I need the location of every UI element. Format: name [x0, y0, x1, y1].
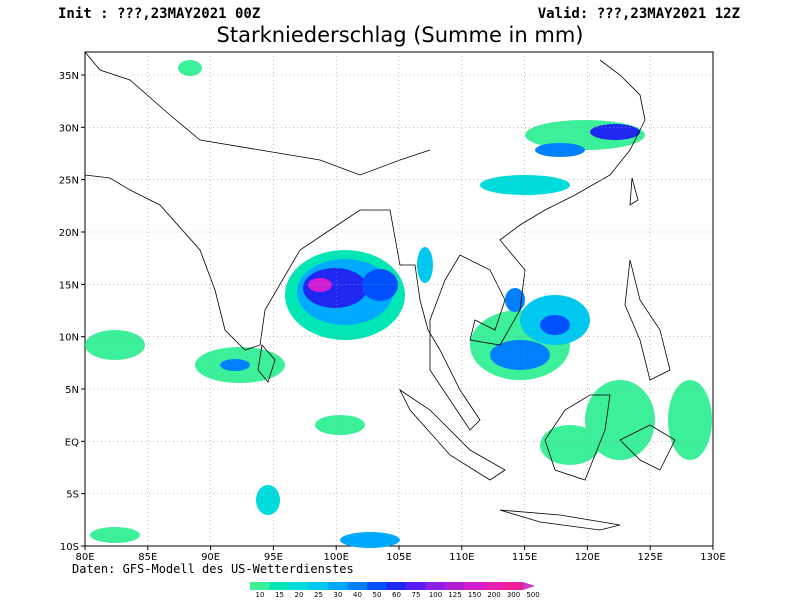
lon-label: 125E	[637, 552, 662, 563]
lon-label: 110E	[449, 552, 474, 563]
legend-swatch	[464, 582, 484, 590]
lon-label: 105E	[386, 552, 411, 563]
legend-swatch	[367, 582, 387, 590]
init-time: Init : ???,23MAY2021 00Z	[58, 6, 260, 22]
legend-label: 200	[487, 591, 500, 599]
legend-label: 25	[314, 591, 323, 599]
lat-label: 30N	[59, 123, 79, 134]
lat-label: 35N	[59, 71, 79, 82]
lat-label: 10S	[60, 542, 79, 553]
legend-label: 30	[334, 591, 343, 599]
legend-swatch	[308, 582, 328, 590]
legend-swatch	[503, 582, 523, 590]
lat-label: 5N	[65, 385, 79, 396]
legend-label: 10	[256, 591, 265, 599]
legend-label: 100	[429, 591, 442, 599]
legend-label: 20	[295, 591, 304, 599]
legend-label: 500	[526, 591, 539, 599]
map-area	[84, 51, 714, 548]
legend-swatch	[347, 582, 367, 590]
lat-label: 15N	[59, 280, 79, 291]
legend-label: 50	[373, 591, 382, 599]
valid-time: Valid: ???,23MAY2021 12Z	[538, 6, 740, 22]
legend-label: 60	[392, 591, 401, 599]
map-title: Starkniederschlag (Summe in mm)	[217, 23, 584, 47]
legend-swatch	[250, 582, 270, 590]
legend-swatch	[445, 582, 465, 590]
lat-label: EQ	[65, 437, 79, 448]
lon-label: 90E	[201, 552, 220, 563]
legend-swatch	[289, 582, 309, 590]
lon-label: 85E	[138, 552, 157, 563]
lon-label: 95E	[264, 552, 283, 563]
color-legend: 10 15 20 25 30 40 50 60 75 100 125 150 200 300 500	[250, 582, 540, 599]
lat-label: 5S	[66, 490, 79, 501]
coastlines	[84, 51, 676, 531]
legend-swatch	[484, 582, 504, 590]
legend-swatch	[386, 582, 406, 590]
data-source: Daten: GFS-Modell des US-Wetterdienstes	[72, 562, 354, 576]
lon-label: 120E	[575, 552, 600, 563]
legend-swatch	[425, 582, 445, 590]
legend-label: 300	[507, 591, 520, 599]
legend-label: 75	[412, 591, 421, 599]
legend-label: 150	[468, 591, 481, 599]
legend-swatch	[523, 582, 535, 590]
lat-label: 25N	[59, 176, 79, 187]
lon-label: 130E	[700, 552, 725, 563]
legend-label: 15	[275, 591, 284, 599]
legend-label: 40	[353, 591, 362, 599]
lon-label: 115E	[512, 552, 537, 563]
precipitation	[85, 60, 712, 548]
lon-label: 80E	[75, 552, 94, 563]
legend-swatch	[328, 582, 348, 590]
lat-label: 10N	[59, 333, 79, 344]
legend-swatch	[269, 582, 289, 590]
lat-label: 20N	[59, 228, 79, 239]
legend-label: 125	[448, 591, 461, 599]
legend-swatch	[406, 582, 426, 590]
lon-label: 100E	[323, 552, 348, 563]
